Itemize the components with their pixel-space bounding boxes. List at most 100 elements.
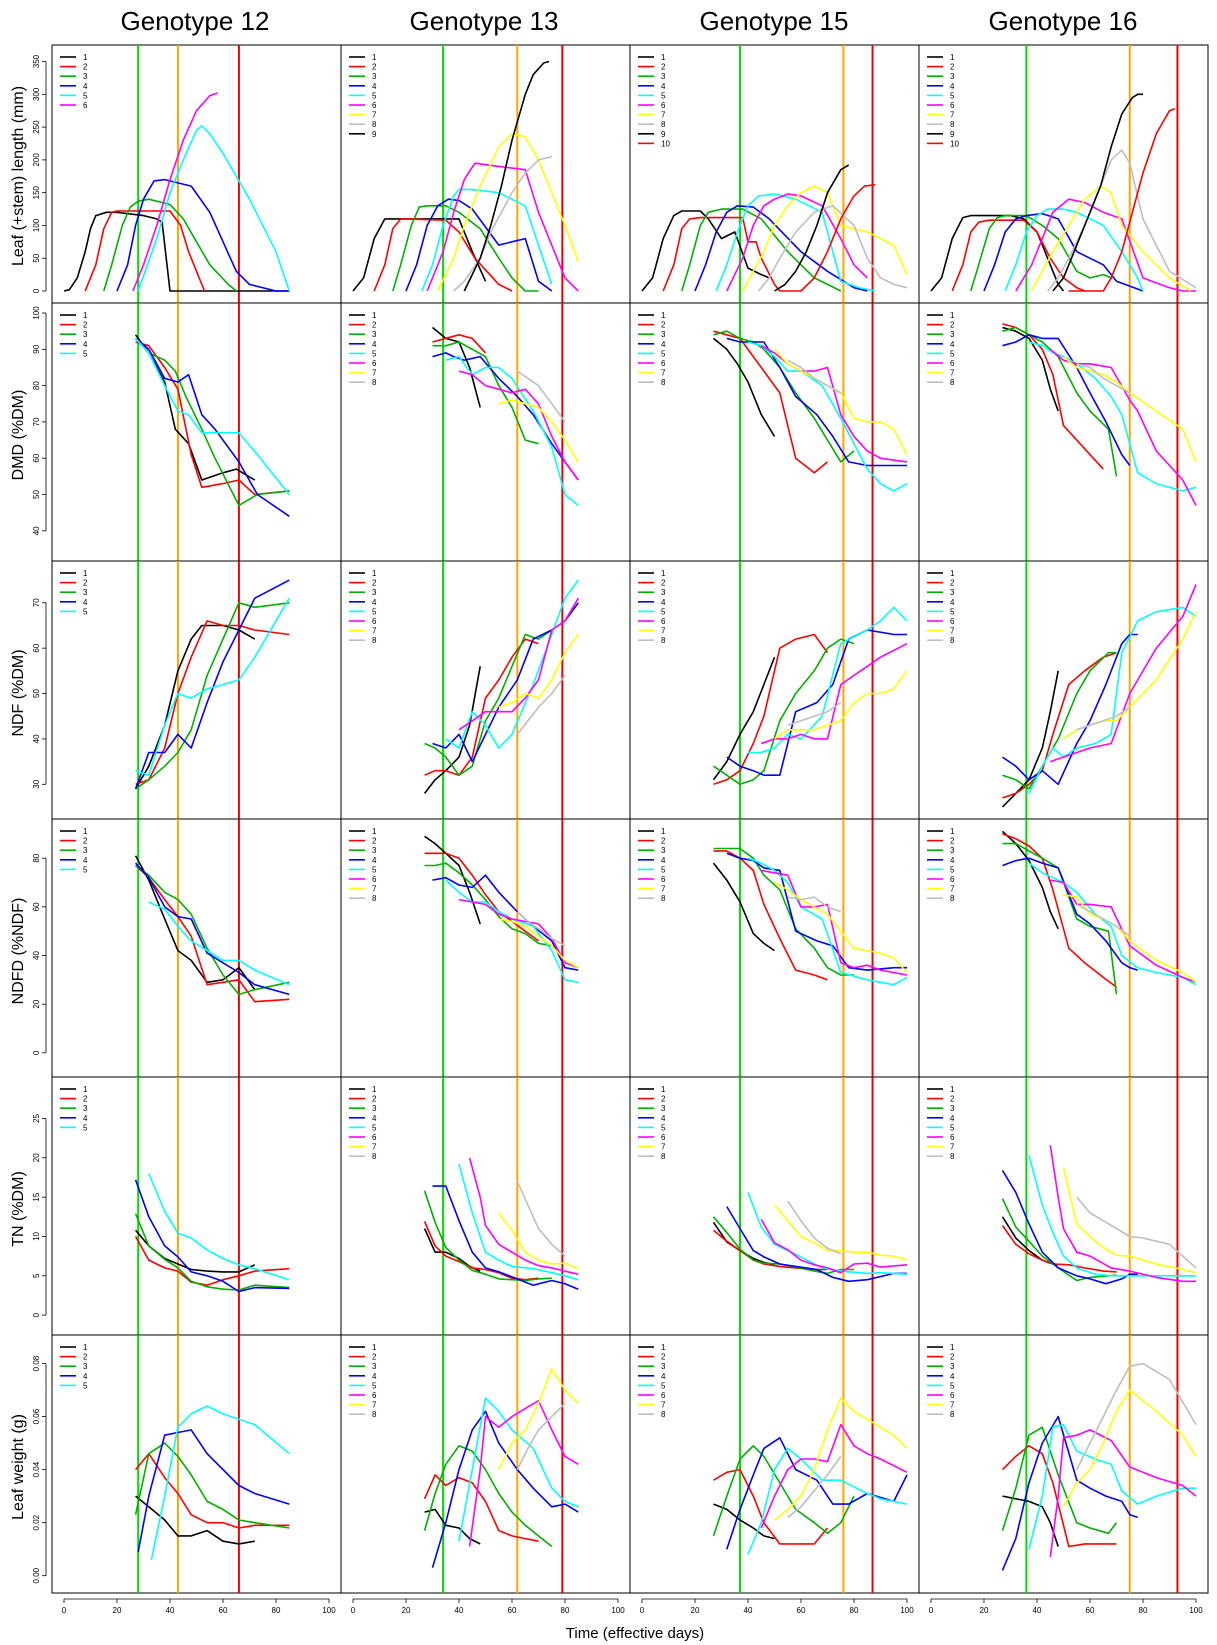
legend-label: 6 <box>950 1391 955 1400</box>
series-leaf-4 <box>405 198 553 292</box>
series-leaf-8 <box>1076 363 1131 394</box>
legend-label: 1 <box>372 311 377 320</box>
legend-label: 8 <box>661 894 666 903</box>
legend-label: 5 <box>950 1123 955 1132</box>
y-tick-label: 0.04 <box>32 1461 41 1477</box>
legend-label: 7 <box>950 369 955 378</box>
legend-label: 4 <box>950 1372 955 1381</box>
legend-label: 6 <box>661 617 666 626</box>
series-leaf-5 <box>1028 1155 1196 1277</box>
x-tick-label: 80 <box>850 1606 859 1615</box>
series-leaf-3 <box>713 638 855 786</box>
series-leaf-6 <box>458 898 579 969</box>
row-label-dmd: DMD (%DM) <box>10 390 27 481</box>
series-leaf-4 <box>116 178 290 292</box>
x-tick-label: 80 <box>1139 1606 1148 1615</box>
legend-label: 6 <box>950 101 955 110</box>
x-tick-label: 100 <box>900 1606 914 1615</box>
series-leaf-1 <box>712 337 776 437</box>
series-leaf-2 <box>713 633 829 786</box>
legend-label: 5 <box>950 91 955 100</box>
series-leaf-7 <box>774 670 908 740</box>
y-tick-label: 15 <box>32 1192 41 1201</box>
legend-label: 1 <box>83 827 88 836</box>
series-leaf-1 <box>423 666 481 794</box>
legend-label: 4 <box>661 1114 666 1123</box>
panel-frame <box>918 818 1209 1078</box>
series-leaf-4 <box>1002 633 1138 786</box>
series-leaf-6 <box>1050 584 1197 763</box>
panel-frame <box>629 818 920 1078</box>
series-leaf-6 <box>132 92 218 292</box>
x-tick-label: 0 <box>929 1606 934 1615</box>
x-tick-label: 80 <box>561 1606 570 1615</box>
series-leaf-7 <box>774 881 908 974</box>
series-leaf-6 <box>1049 1429 1197 1558</box>
x-tick-label: 0 <box>640 1606 645 1615</box>
x-tick-label: 40 <box>744 1606 753 1615</box>
series-leaf-6 <box>1049 1145 1196 1283</box>
legend-label: 1 <box>950 311 955 320</box>
series-leaf-7 <box>741 185 908 292</box>
panel-frame <box>51 818 342 1078</box>
series-leaf-2 <box>135 341 290 496</box>
series-leaf-8 <box>787 359 842 394</box>
legend-label: 5 <box>661 91 666 100</box>
legend-label: 7 <box>661 1143 666 1152</box>
series-leaf-3 <box>1002 651 1117 790</box>
legend-label: 2 <box>950 321 955 330</box>
y-tick-label: 10 <box>32 1231 41 1240</box>
series-leaf-5 <box>1028 606 1197 794</box>
legend-label: 5 <box>372 349 377 358</box>
series-leaf-8 <box>453 155 552 292</box>
legend-label: 1 <box>661 1343 666 1352</box>
series-leaf-8 <box>516 911 566 947</box>
legend-label: 1 <box>372 53 377 62</box>
x-tick-label: 60 <box>797 1606 806 1615</box>
series-leaf-6 <box>458 597 579 731</box>
legend-label: 4 <box>372 1372 377 1381</box>
legend-label: 5 <box>661 1381 666 1390</box>
legend-label: 6 <box>661 359 666 368</box>
panel-frame <box>918 1334 1209 1594</box>
series-leaf-8 <box>787 701 842 727</box>
series-leaf-4 <box>1002 333 1131 466</box>
y-tick-label: 200 <box>32 153 41 167</box>
series-leaf-8 <box>787 1455 842 1519</box>
y-tick-label: 0 <box>32 1050 41 1055</box>
legend-label: 3 <box>83 1104 88 1113</box>
y-tick-label: 100 <box>32 306 41 320</box>
legend-label: 5 <box>372 91 377 100</box>
legend-label: 7 <box>661 627 666 636</box>
legend-label: 7 <box>661 111 666 120</box>
x-tick-label: 20 <box>113 1606 122 1615</box>
legend-label: 4 <box>950 340 955 349</box>
y-tick-label: 0.00 <box>32 1567 41 1583</box>
series-leaf-3 <box>423 1190 552 1282</box>
legend-label: 7 <box>372 369 377 378</box>
y-tick-label: 300 <box>32 87 41 101</box>
series-leaf-8 <box>1076 1362 1197 1470</box>
legend-label: 2 <box>661 837 666 846</box>
x-tick-label: 60 <box>508 1606 517 1615</box>
series-leaf-6 <box>458 370 579 481</box>
series-leaf-4 <box>432 352 579 481</box>
series-leaf-4 <box>1001 1169 1138 1285</box>
legend-label: 1 <box>661 53 666 62</box>
series-leaf-2 <box>1002 833 1117 988</box>
series-leaf-6 <box>1050 879 1197 984</box>
legend-label: 6 <box>950 875 955 884</box>
series-leaf-3 <box>681 208 842 292</box>
legend-label: 6 <box>661 101 666 110</box>
x-tick-label: 60 <box>1086 1606 1095 1615</box>
series-leaf-5 <box>715 193 876 292</box>
